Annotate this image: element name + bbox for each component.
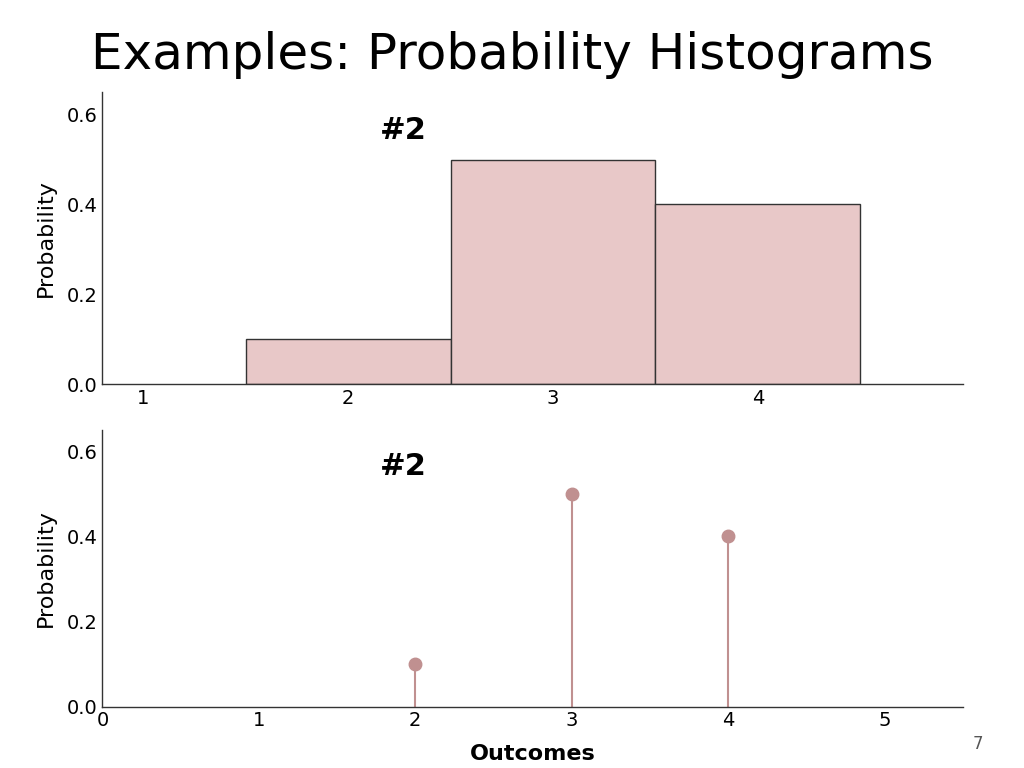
Bar [451, 160, 655, 384]
Text: Outcomes: Outcomes [388, 436, 513, 456]
Bar [246, 339, 451, 384]
Bar [655, 204, 860, 384]
Y-axis label: Probability: Probability [36, 509, 55, 627]
Text: 7: 7 [973, 735, 983, 753]
Text: #2: #2 [380, 115, 427, 144]
Y-axis label: Probability: Probability [36, 179, 55, 297]
Text: #2: #2 [380, 452, 427, 482]
X-axis label: Outcomes: Outcomes [470, 744, 595, 764]
Text: Examples: Probability Histograms: Examples: Probability Histograms [91, 31, 933, 79]
